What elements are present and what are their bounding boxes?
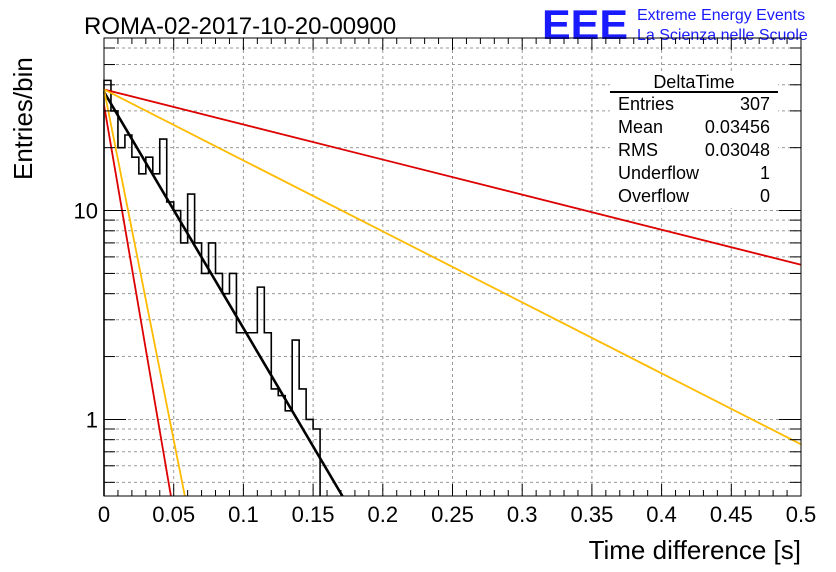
histogram [103,79,321,496]
logo-line2: La Scienza nelle Scuole [637,27,808,44]
x-tick-label: 0.15 [292,502,335,527]
stats-box-bg [610,74,778,208]
stats-value: 307 [740,94,770,114]
x-tick-label: 0.2 [368,502,399,527]
grid [104,38,801,496]
logo-mark: EEE [542,1,628,48]
logo-line1: Extreme Energy Events [637,7,805,24]
x-tick-label: 0.45 [710,502,753,527]
y-tick-label: 10 [74,199,98,224]
y-tick-label: 1 [86,407,98,432]
fit-line-4 [103,89,186,497]
x-tick-label: 0.05 [152,502,195,527]
histogram-outline [103,79,321,496]
stats-value: 0.03048 [705,140,770,160]
y-axis-label: Entries/bin [8,57,38,180]
x-tick-label: 0 [98,502,110,527]
x-tick-label: 0.5 [786,502,817,527]
x-tick-label: 0.35 [570,502,613,527]
stats-label: Entries [618,94,674,114]
run-title: ROMA-02-2017-10-20-00900 [84,13,396,40]
x-tick-label: 0.25 [431,502,474,527]
x-tick-label: 0.3 [507,502,538,527]
stats-label: Mean [618,117,663,137]
fit-line-3 [103,104,172,497]
x-tick-label: 0.4 [646,502,677,527]
fit-line-1 [103,88,802,266]
stats-label: Underflow [618,163,700,183]
stats-label: RMS [618,140,658,160]
eee-logo: EEE Extreme Energy Events La Scienza nel… [542,1,808,48]
x-tick-label: 0.1 [228,502,259,527]
stats-label: Overflow [618,186,690,206]
fit-lines [102,88,802,497]
fit-line-0 [102,91,344,497]
stats-value: 1 [760,163,770,183]
fit-line-2 [103,88,802,446]
stats-box: DeltaTime Entries 307 Mean 0.03456 RMS 0.0304… [610,72,778,208]
stats-title: DeltaTime [653,72,734,92]
stats-value: 0.03456 [705,117,770,137]
stats-value: 0 [760,186,770,206]
x-axis-label: Time difference [s] [589,535,801,565]
